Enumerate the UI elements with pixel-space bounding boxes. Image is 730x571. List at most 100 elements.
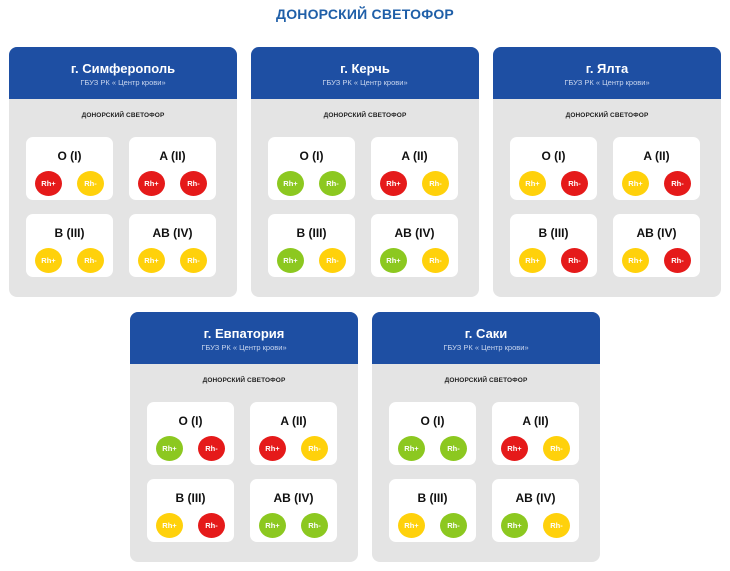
rh-indicators: Rh+ Rh- [250, 436, 337, 461]
rh-indicators: Rh+ Rh- [492, 436, 579, 461]
organization-name: ГБУЗ РК « Центр крови» [80, 78, 166, 87]
rh-indicators: Rh+ Rh- [268, 171, 355, 196]
rh-indicators: Rh+ Rh- [147, 513, 234, 538]
blood-group-name: AB (IV) [636, 226, 677, 240]
city-card: г. Евпатория ГБУЗ РК « Центр крови» ДОНОРС… [130, 312, 358, 562]
city-card: г. Саки ГБУЗ РК « Центр крови» ДОНОРСКИЙ С… [372, 312, 600, 562]
city-card: г. Ялта ГБУЗ РК « Центр крови» ДОНОРСКИЙ С… [493, 47, 721, 297]
rh-positive-indicator: Rh+ [519, 248, 546, 273]
blood-group-name: O (I) [420, 414, 445, 428]
rh-negative-indicator: Rh- [77, 171, 104, 196]
blood-group-name: B (III) [175, 491, 206, 505]
blood-group-box: B (III) Rh+ Rh- [26, 214, 113, 277]
blood-group-name: B (III) [54, 226, 85, 240]
blood-group-name: A (II) [401, 149, 428, 163]
rh-positive-indicator: Rh+ [156, 436, 183, 461]
city-name: г. Ялта [585, 61, 629, 76]
rh-positive-indicator: Rh+ [259, 513, 286, 538]
rh-positive-indicator: Rh+ [501, 436, 528, 461]
rh-indicators: Rh+ Rh- [510, 248, 597, 273]
city-name: г. Керчь [340, 61, 390, 76]
card-subtitle: ДОНОРСКИЙ СВЕТОФОР [565, 112, 649, 119]
card-header: г. Ялта ГБУЗ РК « Центр крови» [493, 47, 721, 99]
blood-group-box: O (I) Rh+ Rh- [26, 137, 113, 200]
rh-negative-indicator: Rh- [543, 436, 570, 461]
rh-negative-indicator: Rh- [664, 171, 691, 196]
rh-indicators: Rh+ Rh- [129, 171, 216, 196]
rh-positive-indicator: Rh+ [519, 171, 546, 196]
blood-group-box: O (I) Rh+ Rh- [510, 137, 597, 200]
card-subtitle: ДОНОРСКИЙ СВЕТОФОР [323, 112, 407, 119]
blood-group-name: AB (IV) [515, 491, 556, 505]
rh-indicators: Rh+ Rh- [147, 436, 234, 461]
card-header: г. Евпатория ГБУЗ РК « Центр крови» [130, 312, 358, 364]
rh-positive-indicator: Rh+ [156, 513, 183, 538]
blood-group-grid: O (I) Rh+ Rh- A (II) Rh+ Rh- B (III) Rh+ Rh- AB (… [389, 402, 583, 542]
rh-negative-indicator: Rh- [301, 436, 328, 461]
blood-group-box: A (II) Rh+ Rh- [613, 137, 700, 200]
card-subtitle: ДОНОРСКИЙ СВЕТОФОР [81, 112, 165, 119]
blood-group-name: O (I) [57, 149, 82, 163]
blood-group-box: A (II) Rh+ Rh- [371, 137, 458, 200]
card-header: г. Саки ГБУЗ РК « Центр крови» [372, 312, 600, 364]
rh-positive-indicator: Rh+ [35, 248, 62, 273]
blood-group-box: B (III) Rh+ Rh- [268, 214, 355, 277]
blood-group-box: B (III) Rh+ Rh- [510, 214, 597, 277]
rh-positive-indicator: Rh+ [398, 513, 425, 538]
rh-indicators: Rh+ Rh- [613, 171, 700, 196]
rh-negative-indicator: Rh- [440, 436, 467, 461]
blood-group-box: AB (IV) Rh+ Rh- [129, 214, 216, 277]
blood-group-name: O (I) [541, 149, 566, 163]
rh-negative-indicator: Rh- [198, 513, 225, 538]
organization-name: ГБУЗ РК « Центр крови» [443, 343, 529, 352]
city-card: г. Симферополь ГБУЗ РК « Центр крови» ДОНО… [9, 47, 237, 297]
blood-group-box: A (II) Rh+ Rh- [129, 137, 216, 200]
rh-indicators: Rh+ Rh- [129, 248, 216, 273]
organization-name: ГБУЗ РК « Центр крови» [322, 78, 408, 87]
blood-group-box: B (III) Rh+ Rh- [147, 479, 234, 542]
rh-positive-indicator: Rh+ [622, 171, 649, 196]
blood-group-name: B (III) [417, 491, 448, 505]
rh-positive-indicator: Rh+ [501, 513, 528, 538]
blood-group-name: A (II) [643, 149, 670, 163]
city-name: г. Симферополь [70, 61, 176, 76]
rh-indicators: Rh+ Rh- [26, 171, 113, 196]
blood-group-grid: O (I) Rh+ Rh- A (II) Rh+ Rh- B (III) Rh+ Rh- AB (… [26, 137, 220, 277]
rh-positive-indicator: Rh+ [35, 171, 62, 196]
rh-indicators: Rh+ Rh- [371, 171, 458, 196]
rh-negative-indicator: Rh- [77, 248, 104, 273]
blood-group-name: AB (IV) [152, 226, 193, 240]
blood-group-grid: O (I) Rh+ Rh- A (II) Rh+ Rh- B (III) Rh+ Rh- AB (… [268, 137, 462, 277]
blood-group-grid: O (I) Rh+ Rh- A (II) Rh+ Rh- B (III) Rh+ Rh- AB (… [510, 137, 704, 277]
blood-group-box: AB (IV) Rh+ Rh- [492, 479, 579, 542]
card-header: г. Симферополь ГБУЗ РК « Центр крови» [9, 47, 237, 99]
rh-indicators: Rh+ Rh- [250, 513, 337, 538]
blood-group-grid: O (I) Rh+ Rh- A (II) Rh+ Rh- B (III) Rh+ Rh- AB (… [147, 402, 341, 542]
rh-indicators: Rh+ Rh- [510, 171, 597, 196]
rh-negative-indicator: Rh- [561, 248, 588, 273]
organization-name: ГБУЗ РК « Центр крови» [564, 78, 650, 87]
blood-group-box: AB (IV) Rh+ Rh- [250, 479, 337, 542]
card-header: г. Керчь ГБУЗ РК « Центр крови» [251, 47, 479, 99]
blood-group-name: B (III) [538, 226, 569, 240]
blood-group-box: B (III) Rh+ Rh- [389, 479, 476, 542]
rh-indicators: Rh+ Rh- [613, 248, 700, 273]
rh-indicators: Rh+ Rh- [389, 513, 476, 538]
blood-group-box: AB (IV) Rh+ Rh- [613, 214, 700, 277]
rh-indicators: Rh+ Rh- [371, 248, 458, 273]
rh-negative-indicator: Rh- [422, 171, 449, 196]
rh-negative-indicator: Rh- [180, 171, 207, 196]
organization-name: ГБУЗ РК « Центр крови» [201, 343, 287, 352]
blood-group-box: O (I) Rh+ Rh- [389, 402, 476, 465]
rh-positive-indicator: Rh+ [138, 171, 165, 196]
blood-group-name: A (II) [280, 414, 307, 428]
rh-negative-indicator: Rh- [180, 248, 207, 273]
rh-negative-indicator: Rh- [301, 513, 328, 538]
rh-positive-indicator: Rh+ [380, 248, 407, 273]
rh-positive-indicator: Rh+ [259, 436, 286, 461]
city-name: г. Евпатория [203, 326, 285, 341]
card-subtitle: ДОНОРСКИЙ СВЕТОФОР [202, 377, 286, 384]
rh-positive-indicator: Rh+ [380, 171, 407, 196]
rh-negative-indicator: Rh- [198, 436, 225, 461]
rh-positive-indicator: Rh+ [138, 248, 165, 273]
